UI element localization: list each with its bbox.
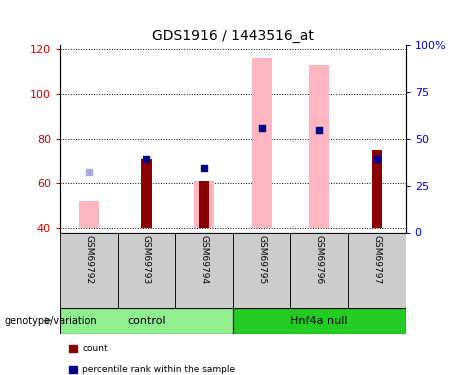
Bar (175, 232, 233, 308)
Bar (348, 232, 406, 308)
Point (142, 156, 150, 162)
Point (258, 124, 266, 130)
Point (315, 127, 323, 133)
Title: GDS1916 / 1443516_at: GDS1916 / 1443516_at (152, 28, 314, 43)
Bar (60, 308, 233, 334)
Point (373, 156, 381, 162)
Text: GSM69796: GSM69796 (315, 235, 324, 284)
Bar (141, 159, 152, 228)
Text: GSM69797: GSM69797 (372, 235, 381, 284)
Bar (118, 232, 175, 308)
Text: genotype/variation: genotype/variation (5, 316, 97, 326)
Text: GSM69793: GSM69793 (142, 235, 151, 284)
Bar (309, 65, 329, 228)
Bar (60, 232, 118, 308)
Bar (233, 232, 290, 308)
Point (315, 127, 323, 133)
Bar (69, 345, 77, 352)
Bar (372, 150, 382, 228)
Bar (199, 181, 209, 228)
Bar (252, 58, 272, 228)
Bar (233, 308, 406, 334)
Text: control: control (127, 316, 165, 326)
Text: GSM69794: GSM69794 (200, 235, 208, 284)
Bar (69, 366, 77, 373)
Point (258, 124, 266, 130)
Bar (290, 232, 348, 308)
Point (200, 165, 207, 171)
Text: GSM69792: GSM69792 (84, 235, 93, 284)
Text: Hnf4a null: Hnf4a null (290, 316, 348, 326)
Bar (194, 181, 214, 228)
Point (85, 169, 92, 175)
Text: count: count (82, 344, 108, 353)
Text: GSM69795: GSM69795 (257, 235, 266, 284)
Text: percentile rank within the sample: percentile rank within the sample (82, 365, 235, 374)
Bar (79, 201, 99, 228)
